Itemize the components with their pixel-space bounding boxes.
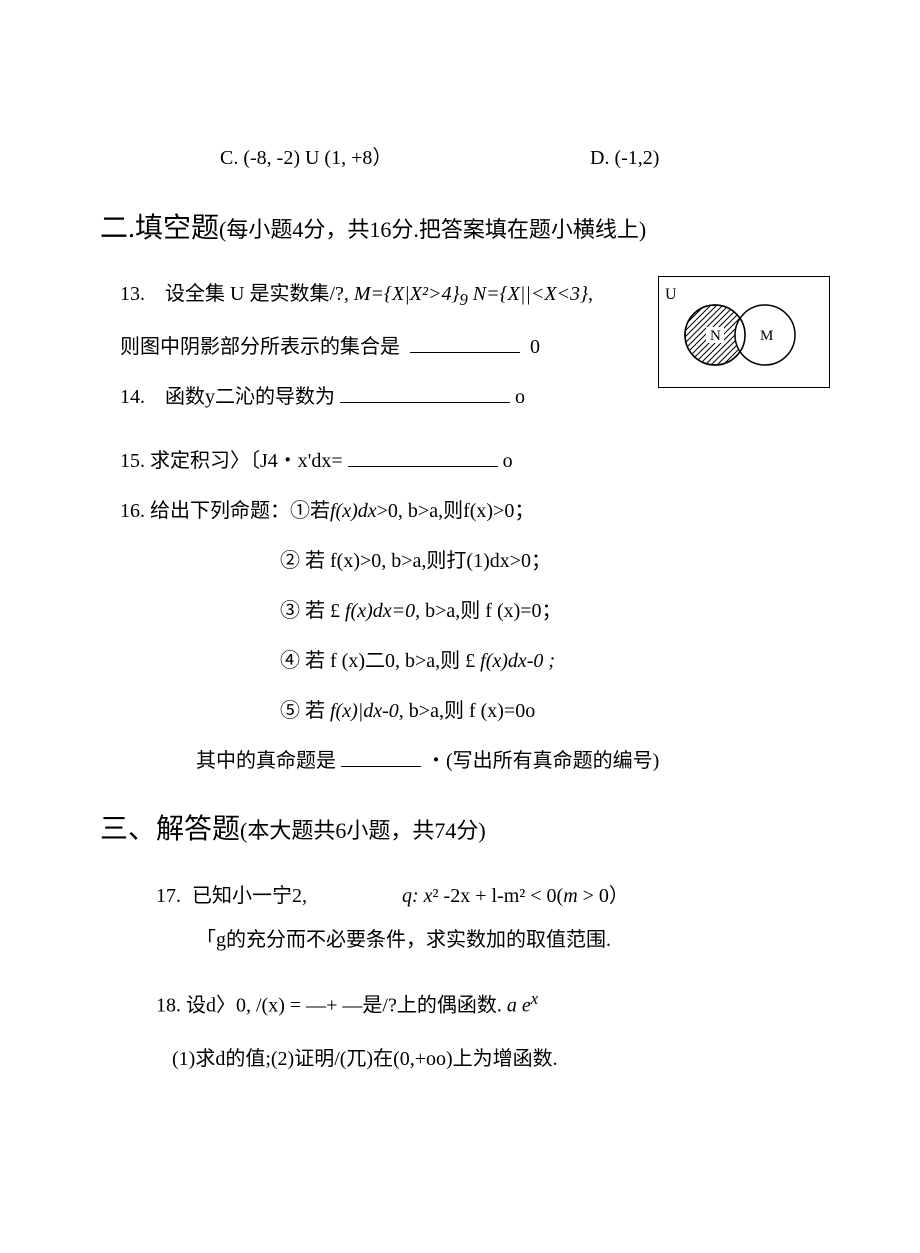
q16-s5: ⑤ 若 f(x)|dx-0, b>a,则 f (x)=0o xyxy=(280,693,830,729)
q17-line2: 「g的充分而不必要条件，求实数加的取值范围. xyxy=(196,922,830,958)
section-3-main: 解答题 xyxy=(156,814,240,845)
q15-a: 15. 求定积习〉〔J4・x'dx= xyxy=(120,450,343,472)
q17-bpre: q: x xyxy=(402,885,433,907)
q16-s3a: ③ 若 £ xyxy=(280,600,345,622)
q13-text-b: M={X|X²>4} xyxy=(354,283,460,305)
q16-hc: >0, b>a,则f(x)>0； xyxy=(377,500,535,522)
option-c: C. (-8, -2) U (1, +8） xyxy=(220,140,550,176)
q16-ha: 16. 给出下列命题：①若 xyxy=(120,500,330,522)
venn-N-label: N xyxy=(710,328,721,344)
q18-a: 18. 设d〉0, /(x) = —+ —是/?上的偶函数. xyxy=(156,994,502,1016)
q13-text-a: 13. 设全集 U 是实数集/?, xyxy=(120,283,349,305)
q17-bm: m xyxy=(563,885,577,907)
q14-b: o xyxy=(515,386,525,408)
q17-bend: > 0） xyxy=(578,885,629,907)
q18-line2: (1)求d的值;(2)证明/(兀)在(0,+oo)上为增函数. xyxy=(172,1041,830,1077)
q16-blank xyxy=(341,746,421,767)
q16-s4: ④ 若 f (x)二0, b>a,则 £ f(x)dx-0 ; xyxy=(280,643,830,679)
options-row: C. (-8, -2) U (1, +8） D. (-1,2) xyxy=(100,140,830,176)
q13-l2a: 则图中阴影部分所表示的集合是 xyxy=(120,336,400,358)
q16-s3c: b>a,则 f (x)=0； xyxy=(420,600,561,622)
q16-hb: f(x)dx xyxy=(330,500,377,522)
q16-s4b: f(x)dx-0 ; xyxy=(480,650,555,672)
q16-s4a: ④ 若 f (x)二0, b>a,则 £ xyxy=(280,650,480,672)
section-2-title: 二.填空题(每小题4分，共16分.把答案填在题小横线上) xyxy=(100,204,830,254)
q16-true-a: 其中的真命题是 xyxy=(196,750,336,772)
venn-svg: N M xyxy=(677,297,817,377)
q17-bmid: ² -2x + l-m² < 0( xyxy=(433,885,564,907)
q16-s3b: f(x)dx=0, xyxy=(345,600,420,622)
q18-b: a e xyxy=(507,994,531,1016)
q13-text-d: N={X||<X<3}, xyxy=(473,283,593,305)
section-2-prefix: 二. xyxy=(100,213,135,244)
venn-U-label: U xyxy=(665,281,677,310)
q17-a: 已知小一宁2, xyxy=(192,878,402,914)
q16-s2: ② 若 f(x)>0, b>a,则打(1)dx>0； xyxy=(280,543,830,579)
q15: 15. 求定积习〉〔J4・x'dx= o xyxy=(120,443,830,479)
q16-true: 其中的真命题是 ・(写出所有真命题的编号) xyxy=(196,743,830,779)
q16-true-b: ・(写出所有真命题的编号) xyxy=(426,750,659,772)
q16-s3: ③ 若 £ f(x)dx=0, b>a,则 f (x)=0； xyxy=(280,593,830,629)
section-3-note: (本大题共6小题，共74分) xyxy=(240,818,486,843)
q16-s5c: b>a,则 f (x)=0o xyxy=(404,700,535,722)
venn-M-label: M xyxy=(760,328,773,344)
venn-diagram: U N M xyxy=(658,276,830,388)
q14-a: 14. 函数y二沁的导数为 xyxy=(120,386,335,408)
q17-b: q: x² -2x + l-m² < 0(m > 0） xyxy=(402,878,629,914)
section-2-main: 填空题 xyxy=(135,213,219,244)
q13-l2b: 0 xyxy=(530,336,540,358)
section-2-note: (每小题4分，共16分.把答案填在题小横线上) xyxy=(219,217,646,242)
q16-head: 16. 给出下列命题：①若f(x)dx>0, b>a,则f(x)>0； xyxy=(120,493,830,529)
q15-b: o xyxy=(503,450,513,472)
q17-line1: 17. 已知小一宁2, q: x² -2x + l-m² < 0(m > 0） xyxy=(156,878,830,914)
section-3-prefix: 三、 xyxy=(100,814,156,845)
q14-blank xyxy=(340,382,510,403)
q15-blank xyxy=(348,446,498,467)
q13-blank xyxy=(410,332,520,353)
q18-c: x xyxy=(531,989,538,1008)
q13-text-c: 9 xyxy=(459,290,467,309)
q18-line1: 18. 设d〉0, /(x) = —+ —是/?上的偶函数. a ex xyxy=(156,984,830,1024)
q16-s5a: ⑤ 若 xyxy=(280,700,330,722)
option-d: D. (-1,2) xyxy=(590,140,659,176)
q16-s5b: f(x)|dx-0, xyxy=(330,700,404,722)
section-3-title: 三、解答题(本大题共6小题，共74分) xyxy=(100,805,830,855)
q17-num: 17. xyxy=(156,878,192,914)
